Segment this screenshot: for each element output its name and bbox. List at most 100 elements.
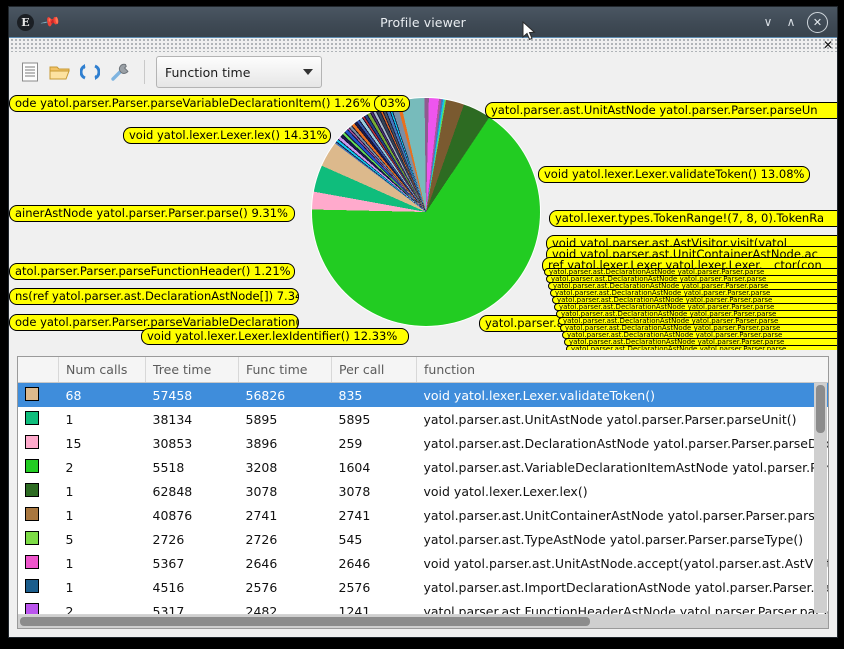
pie-callout-label[interactable]: void yatol.lexer.Lexer.validateToken() 1… bbox=[538, 166, 810, 183]
cell-num-calls: 2 bbox=[65, 603, 74, 615]
table-row[interactable]: 1 38134 5895 5895 yatol.parser.ast.UnitAstNo… bbox=[18, 407, 828, 431]
row-color-swatch bbox=[18, 407, 59, 431]
color-swatch-icon bbox=[25, 603, 39, 614]
row-color-swatch bbox=[18, 551, 59, 575]
column-header-color[interactable] bbox=[18, 357, 59, 383]
pie-callout-label[interactable]: ns(ref yatol.parser.ast.DeclarationAstNo… bbox=[9, 288, 299, 305]
cell-per-call: 1241 bbox=[338, 603, 371, 615]
pie-callout-label[interactable]: yatol.parser.ast.UnitAstNode yatol.parse… bbox=[485, 102, 837, 119]
pie-chart[interactable] bbox=[312, 98, 540, 326]
pie-callout-label[interactable]: void yatol.lexer.Lexer.lexIdentifier() 1… bbox=[141, 328, 409, 345]
table-row[interactable]: 68 57458 56826 835 void yatol.lexer.Lexer.va… bbox=[18, 382, 828, 407]
horizontal-scrollbar[interactable] bbox=[18, 614, 828, 628]
refresh-icon[interactable] bbox=[77, 59, 103, 85]
cell-func-time: 5895 bbox=[245, 411, 278, 427]
toolbar: Function time bbox=[9, 52, 837, 92]
color-swatch-icon bbox=[25, 507, 39, 521]
title-bar-left: E 📌 bbox=[9, 11, 62, 33]
table-row[interactable]: 2 5317 2482 1241 yatol.parser.ast.FunctionHe… bbox=[18, 599, 828, 614]
title-bar: E 📌 Profile viewer ∨ ∧ ✕ bbox=[9, 7, 837, 41]
table-header-row: Num calls Tree time Func time Per call f… bbox=[18, 357, 828, 383]
pie-callout-label[interactable]: ode yatol.parser.Parser.parseVariableDec… bbox=[9, 95, 391, 112]
cell-tree-time: 5317 bbox=[152, 603, 185, 615]
open-folder-icon[interactable] bbox=[47, 59, 73, 85]
cell-function: void yatol.lexer.Lexer.lex() bbox=[423, 483, 588, 499]
cell-function: yatol.parser.ast.TypeAstNode yatol.parse… bbox=[423, 531, 804, 547]
cell-tree-time: 2726 bbox=[152, 531, 185, 547]
table-row[interactable]: 5 2726 2726 545 yatol.parser.ast.TypeAstNode… bbox=[18, 527, 828, 551]
cell-function: void yatol.parser.ast.UnitAstNode.accept… bbox=[423, 555, 829, 571]
cell-func-time: 2726 bbox=[245, 531, 278, 547]
cell-num-calls: 1 bbox=[65, 579, 74, 595]
color-swatch-icon bbox=[25, 483, 39, 497]
chevron-down-icon bbox=[303, 69, 313, 75]
cell-num-calls: 68 bbox=[58, 382, 146, 407]
wrench-icon[interactable] bbox=[107, 59, 133, 85]
cell-func-time: 3896 bbox=[245, 435, 278, 451]
cell-tree-time: 40876 bbox=[152, 507, 193, 523]
column-header-function[interactable]: function bbox=[416, 357, 828, 383]
row-color-swatch bbox=[18, 455, 59, 479]
pie-callout-label[interactable]: ainerAstNode yatol.parser.Parser.parse()… bbox=[9, 205, 295, 222]
cell-per-call: 2576 bbox=[338, 579, 371, 595]
table-row[interactable]: 1 62848 3078 3078 void yatol.lexer.Lexer.lex… bbox=[18, 479, 828, 503]
table-row[interactable]: 15 30853 3896 259 yatol.parser.ast.Declarati… bbox=[18, 431, 828, 455]
cell-num-calls: 1 bbox=[65, 483, 74, 499]
profile-table-grid: Num calls Tree time Func time Per call f… bbox=[18, 357, 828, 614]
table-row[interactable]: 1 4516 2576 2576 yatol.parser.ast.ImportDecl… bbox=[18, 575, 828, 599]
pin-icon[interactable]: 📌 bbox=[39, 11, 62, 33]
cell-function: yatol.parser.ast.ImportDeclarationAstNod… bbox=[423, 579, 829, 595]
toolbar-drag-strip[interactable]: ✕ bbox=[9, 38, 837, 52]
profile-viewer-window: E 📌 Profile viewer ∨ ∧ ✕ ✕ bbox=[8, 6, 838, 638]
pie-callout-label[interactable]: atol.parser.Parser.parseFunctionHeader()… bbox=[9, 263, 295, 280]
cell-tree-time: 30853 bbox=[152, 435, 193, 451]
cell-num-calls: 1 bbox=[65, 555, 74, 571]
cell-func-time: 2741 bbox=[245, 507, 278, 523]
cell-num-calls: 2 bbox=[65, 459, 74, 475]
pie-callout-label[interactable]: ode yatol.parser.Parser.parseVariableDec… bbox=[9, 314, 299, 331]
metric-select-value: Function time bbox=[165, 64, 251, 80]
cell-per-call: 2646 bbox=[338, 555, 371, 571]
color-swatch-icon bbox=[25, 579, 39, 593]
cell-per-call: 1604 bbox=[338, 459, 371, 475]
table-body: 68 57458 56826 835 void yatol.lexer.Lexer.va… bbox=[18, 382, 828, 614]
minimize-button[interactable]: ∨ bbox=[763, 15, 773, 29]
table-row[interactable]: 1 5367 2646 2646 void yatol.parser.ast.UnitA… bbox=[18, 551, 828, 575]
pie-callout-label-compressed[interactable]: yatol.parser.ast.DeclarationAstNode yato… bbox=[566, 345, 837, 350]
vertical-scrollbar[interactable] bbox=[814, 383, 827, 613]
cell-function: void yatol.lexer.Lexer.validateToken() bbox=[416, 382, 828, 407]
horizontal-scrollbar-thumb[interactable] bbox=[20, 617, 590, 626]
cell-function: yatol.parser.ast.FunctionHeaderAstNode y… bbox=[423, 603, 829, 615]
column-header-per-call[interactable]: Per call bbox=[331, 357, 417, 383]
row-color-swatch bbox=[18, 527, 59, 551]
maximize-button[interactable]: ∧ bbox=[786, 15, 796, 29]
cell-num-calls: 1 bbox=[65, 507, 74, 523]
vertical-scrollbar-thumb[interactable] bbox=[816, 385, 825, 433]
pie-callout-label[interactable]: yatol.lexer.types.TokenRange!(7, 8, 0).T… bbox=[549, 210, 837, 227]
column-header-func-time[interactable]: Func time bbox=[238, 357, 332, 383]
table-row[interactable]: 2 5518 3208 1604 yatol.parser.ast.VariableDe… bbox=[18, 455, 828, 479]
document-icon[interactable] bbox=[17, 59, 43, 85]
window-controls: ∨ ∧ ✕ bbox=[761, 11, 837, 33]
cell-function: yatol.parser.ast.DeclarationAstNode yato… bbox=[423, 435, 829, 451]
toolbar-close-icon[interactable]: ✕ bbox=[822, 38, 833, 52]
mouse-cursor-icon bbox=[522, 21, 536, 41]
metric-select[interactable]: Function time bbox=[156, 56, 322, 88]
cell-per-call: 3078 bbox=[338, 483, 371, 499]
column-header-tree-time[interactable]: Tree time bbox=[145, 357, 239, 383]
cell-tree-time: 38134 bbox=[152, 411, 193, 427]
pie-callout-label[interactable]: 03% bbox=[374, 95, 410, 112]
cell-function: yatol.parser.ast.VariableDeclarationItem… bbox=[423, 459, 829, 475]
close-button[interactable]: ✕ bbox=[807, 11, 828, 33]
cell-num-calls: 5 bbox=[65, 531, 74, 547]
pie-callout-label[interactable]: void yatol.lexer.Lexer.lex() 14.31% bbox=[123, 127, 331, 144]
row-color-swatch bbox=[18, 382, 59, 407]
column-header-num-calls[interactable]: Num calls bbox=[58, 357, 146, 383]
cell-func-time: 2646 bbox=[245, 555, 278, 571]
profile-table: Num calls Tree time Func time Per call f… bbox=[17, 356, 829, 629]
cell-tree-time: 5518 bbox=[152, 459, 185, 475]
toolbar-separator bbox=[144, 60, 145, 84]
row-color-swatch bbox=[18, 599, 59, 614]
table-row[interactable]: 1 40876 2741 2741 yatol.parser.ast.UnitConta… bbox=[18, 503, 828, 527]
row-color-swatch bbox=[18, 431, 59, 455]
